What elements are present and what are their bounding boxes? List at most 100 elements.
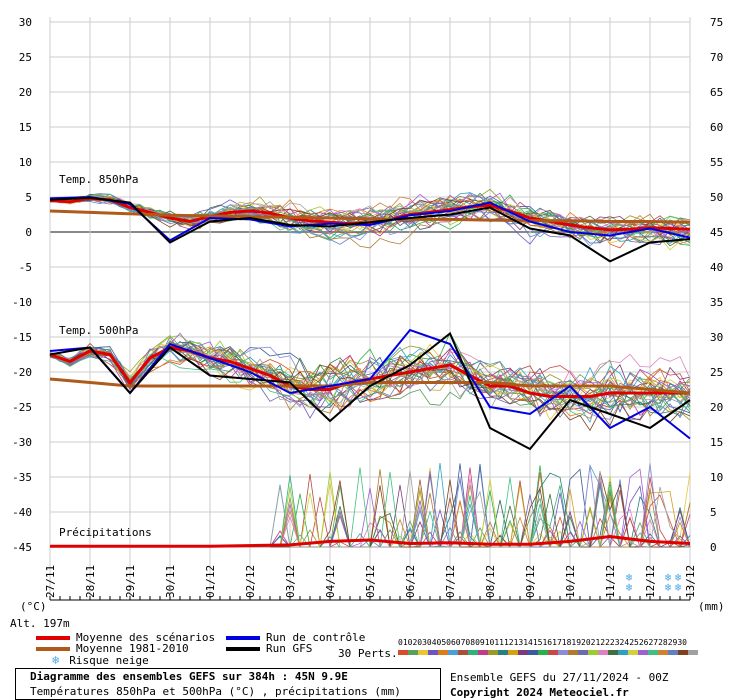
series-line	[49, 328, 691, 440]
left-tick-label: -5	[19, 261, 32, 274]
left-tick-label: -25	[12, 401, 32, 414]
perturbation-swatch	[558, 650, 568, 655]
grid	[49, 17, 691, 601]
perturbation-swatch	[478, 650, 488, 655]
right-tick-label: 30	[710, 331, 723, 344]
snow-risk-markers: ❄❄❄❄❄❄	[626, 571, 682, 594]
right-unit-label: (mm)	[698, 600, 725, 613]
legend-mean-label: Moyenne des scénarios	[76, 631, 216, 644]
perturbation-swatch	[658, 650, 668, 655]
legend-gfs: Run GFS	[226, 642, 312, 655]
legend-climate-label: Moyenne 1981-2010	[76, 642, 189, 655]
panel-label-precip: Précipitations	[59, 526, 152, 539]
left-tick-label: 0	[25, 226, 32, 239]
snowflake-icon: ❄	[626, 581, 633, 594]
legend-control-label: Run de contrôle	[266, 631, 366, 644]
perturbation-swatch	[588, 650, 598, 655]
perturbation-swatch	[408, 650, 418, 655]
left-axis-ticks: 30 25 20 15 10 5 0 -5 -10 -15 -20 -25 -30 -35 -40 -45	[12, 16, 32, 554]
legend-snow: ❄ Risque neige	[52, 653, 149, 667]
perturbation-label: 30 Perts.	[338, 647, 398, 660]
series-line	[49, 209, 691, 224]
left-tick-label: 30	[19, 16, 32, 29]
chart-subtitle: Températures 850hPa et 500hPa (°C) , pré…	[30, 685, 401, 698]
right-tick-label: 45	[710, 226, 723, 239]
x-tick-label: 10/12	[564, 565, 577, 598]
run-info: Ensemble GEFS du 27/11/2024 - 00Z	[450, 671, 669, 684]
legend-control-swatch	[226, 635, 260, 640]
perturbation-swatch	[678, 650, 688, 655]
perturbation-swatch	[618, 650, 628, 655]
ensemble-member-line	[49, 346, 691, 412]
left-tick-label: 10	[19, 156, 32, 169]
snowflake-icon: ❄	[52, 653, 60, 667]
legend-climate-swatch	[36, 646, 70, 651]
x-tick-label: 03/12	[284, 565, 297, 598]
snowflake-icon: ❄	[665, 571, 672, 584]
right-tick-label: 25	[710, 366, 723, 379]
perturbation-swatch	[548, 650, 558, 655]
x-tick-label: 27/11	[44, 565, 57, 598]
legend-gfs-swatch	[226, 646, 260, 651]
right-tick-label: 10	[710, 471, 723, 484]
main-series	[49, 195, 691, 548]
snowflake-icon: ❄	[626, 571, 633, 584]
perturbation-swatch	[498, 650, 508, 655]
left-tick-label: -20	[12, 366, 32, 379]
series-line	[49, 196, 691, 263]
left-tick-label: -35	[12, 471, 32, 484]
left-tick-label: -30	[12, 436, 32, 449]
x-tick-label: 08/12	[484, 565, 497, 598]
panel-label-500: Temp. 500hPa	[59, 324, 138, 337]
perturbation-swatch	[688, 650, 698, 655]
series-line	[49, 377, 691, 395]
left-tick-label: 25	[19, 51, 32, 64]
right-tick-label: 50	[710, 191, 723, 204]
right-tick-label: 40	[710, 261, 723, 274]
x-tick-label: 04/12	[324, 565, 337, 598]
ensemble-member-line	[49, 195, 691, 236]
perturbation-swatch	[448, 650, 458, 655]
perturbation-swatch	[538, 650, 548, 655]
right-tick-label: 15	[710, 436, 723, 449]
legend-control: Run de contrôle	[226, 631, 365, 644]
left-unit-label: (°C)	[20, 600, 47, 613]
x-tick-label: 29/11	[124, 565, 137, 598]
perturbation-swatch	[598, 650, 608, 655]
perturbation-swatch	[628, 650, 638, 655]
x-tick-label: 11/12	[604, 565, 617, 598]
snowflake-icon: ❄	[665, 581, 672, 594]
legend-climate: Moyenne 1981-2010	[36, 642, 189, 655]
x-tick-label: 12/12	[644, 565, 657, 598]
left-tick-label: 15	[19, 121, 32, 134]
perturbation-swatch	[648, 650, 658, 655]
snowflake-icon: ❄	[675, 581, 682, 594]
perturbation-swatch	[578, 650, 588, 655]
perturbation-swatch	[508, 650, 518, 655]
x-tick-label: 05/12	[364, 565, 377, 598]
perturbation-swatch	[428, 650, 438, 655]
perturbation-swatch	[528, 650, 538, 655]
right-tick-label: 60	[710, 121, 723, 134]
ensemble-member-line	[49, 335, 691, 421]
perturbation-swatch	[518, 650, 528, 655]
right-tick-label: 65	[710, 86, 723, 99]
title-box: Diagramme des ensembles GEFS sur 384h : …	[15, 668, 441, 700]
series-line	[50, 534, 691, 548]
left-tick-label: -40	[12, 506, 32, 519]
altitude-label: Alt. 197m	[10, 617, 70, 630]
right-tick-label: 35	[710, 296, 723, 309]
legend-mean: Moyenne des scénarios	[36, 631, 215, 644]
legend-snow-label: Risque neige	[69, 653, 149, 667]
perturbation-swatch	[638, 650, 648, 655]
perturbation-swatch	[488, 650, 498, 655]
right-tick-label: 55	[710, 156, 723, 169]
series-line	[49, 331, 691, 451]
x-tick-label: 01/12	[204, 565, 217, 598]
x-tick-label: 30/11	[164, 565, 177, 598]
right-tick-label: 5	[710, 506, 717, 519]
left-tick-label: 5	[25, 191, 32, 204]
perturbation-color-strip	[398, 650, 698, 655]
